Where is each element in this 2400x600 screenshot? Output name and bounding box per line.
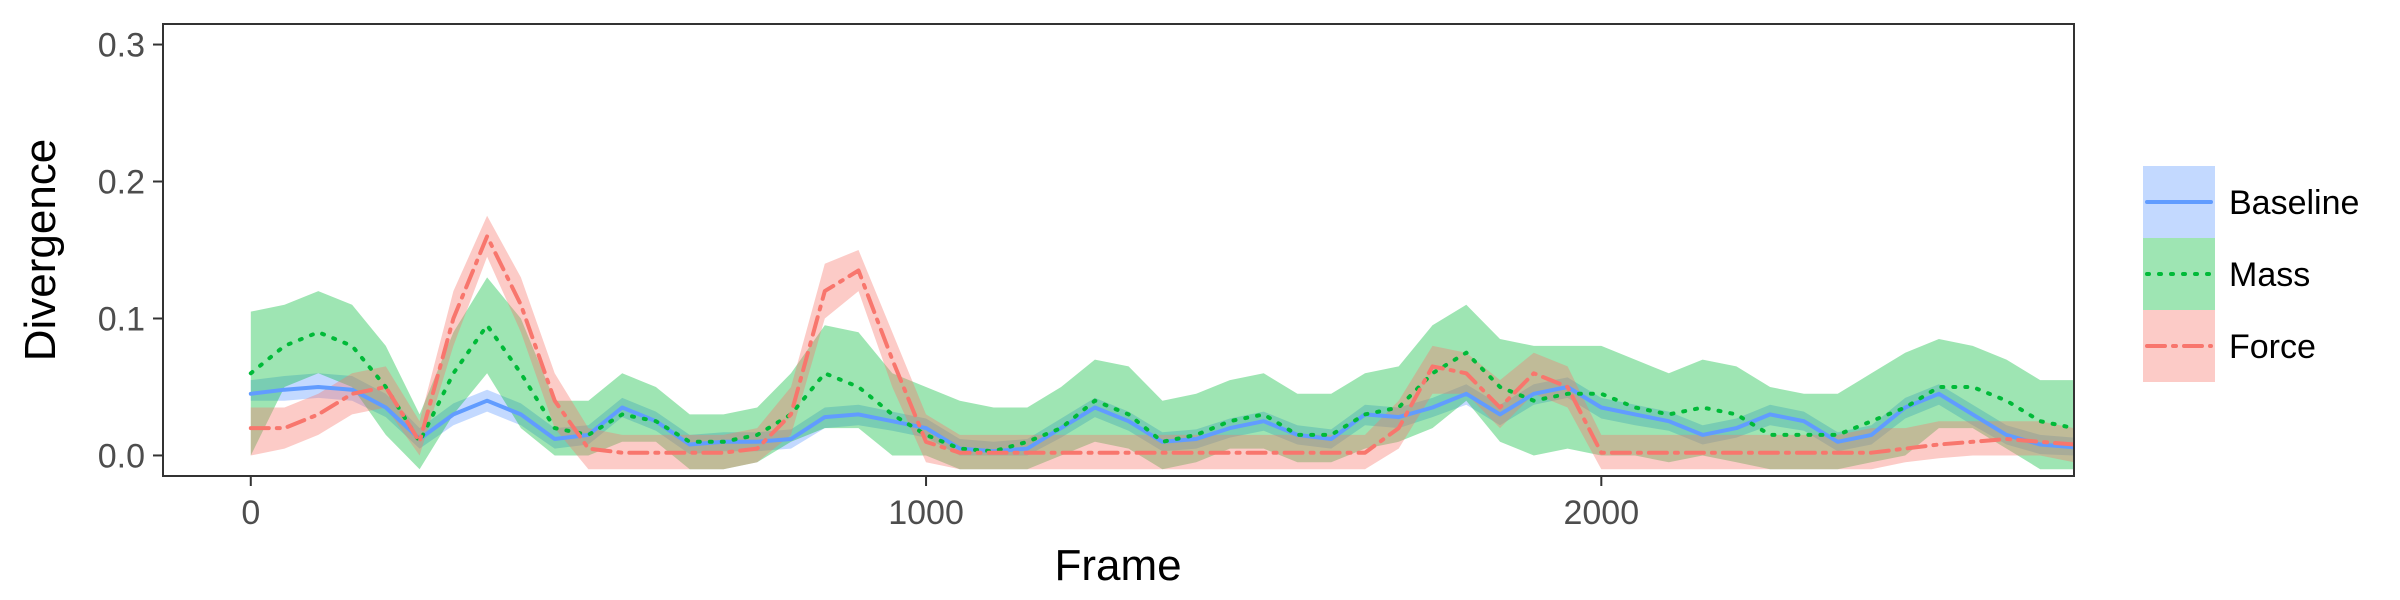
x-tick-label: 0 (241, 494, 260, 532)
legend-label-baseline: Baseline (2229, 184, 2359, 222)
x-axis: 0 1000 2000 (241, 476, 1639, 532)
y-tick-label: 0.2 (98, 164, 145, 202)
ribbon-baseline (250, 373, 2074, 456)
x-tick-label: 1000 (888, 494, 964, 532)
x-axis-title: Frame (1054, 541, 1181, 590)
legend-label-mass: Mass (2229, 256, 2310, 294)
series-lines (248, 234, 2074, 455)
y-axis: 0.0 0.1 0.2 0.3 (98, 27, 163, 475)
x-tick-label: 2000 (1563, 494, 1639, 532)
y-tick-label: 0.0 (98, 437, 145, 475)
legend-label-force: Force (2229, 328, 2316, 366)
ribbon-mass (250, 277, 2074, 470)
legend: Baseline Mass Force (2143, 166, 2359, 382)
y-tick-label: 0.1 (98, 300, 145, 338)
legend-item-force: Force (2143, 310, 2316, 382)
legend-key-mass (2143, 238, 2215, 310)
confidence-ribbons (250, 215, 2074, 470)
line-mass (248, 323, 2074, 454)
legend-item-baseline: Baseline (2143, 166, 2359, 238)
ribbon-force (250, 215, 2074, 470)
plot-panel-border (162, 23, 2075, 477)
y-axis-title: Divergence (16, 139, 65, 362)
line-force (248, 234, 2074, 455)
y-tick-label: 0.3 (98, 27, 145, 65)
legend-item-mass: Mass (2143, 238, 2310, 310)
line-baseline (248, 385, 2074, 454)
